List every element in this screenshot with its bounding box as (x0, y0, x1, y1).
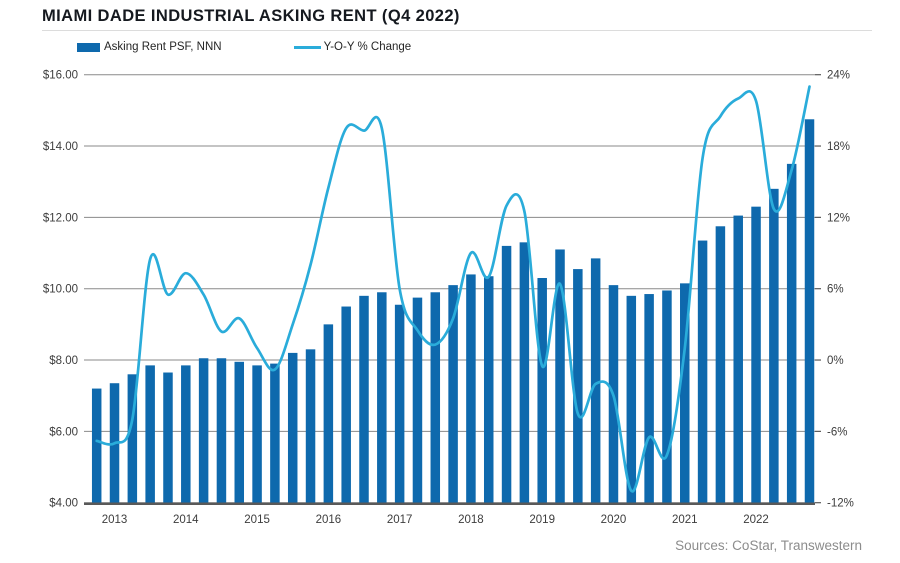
legend: Asking Rent PSF, NNN Y-O-Y % Change (77, 41, 411, 53)
right-axis-label: 12% (827, 212, 850, 224)
rent-bar (644, 294, 654, 503)
rent-bar (804, 119, 815, 503)
right-axis-label: 0% (827, 355, 844, 367)
rent-bar (252, 365, 262, 503)
rent-bar (733, 215, 743, 503)
rent-bar (234, 361, 245, 503)
rent-bar (448, 285, 458, 503)
rent-bar (359, 295, 369, 503)
rent-bar (412, 297, 423, 503)
right-axis-label: -12% (827, 498, 854, 510)
left-axis-label: $12.00 (43, 212, 78, 224)
yoy-change-line (95, 85, 811, 493)
right-axis-label: 6% (827, 284, 844, 296)
sources-note: Sources: CoStar, Transwestern (675, 538, 862, 553)
left-axis-label: $4.00 (49, 498, 78, 510)
rent-bar (519, 242, 530, 503)
rent-bar (127, 374, 138, 503)
right-axis-label: 24% (827, 70, 850, 82)
rent-bar (163, 372, 173, 503)
rent-bar (394, 304, 405, 503)
rent-bar (466, 274, 476, 503)
rent-bar (377, 292, 387, 503)
x-axis-year-label: 2014 (173, 514, 199, 526)
legend-item-yoy-change[interactable]: Y-O-Y % Change (293, 41, 412, 53)
rent-bar (501, 245, 512, 503)
rent-bar (323, 324, 334, 503)
rent-bar (537, 278, 547, 503)
x-axis-year-label: 2021 (672, 514, 698, 526)
rent-bar (626, 295, 637, 503)
left-axis-label: $16.00 (43, 70, 78, 82)
rent-bar (786, 163, 797, 503)
rent-bar (680, 283, 690, 503)
right-axis-label: -6% (827, 426, 847, 438)
legend-line-label: Y-O-Y % Change (323, 41, 412, 53)
rent-bar (270, 363, 280, 503)
rent-bar (198, 358, 209, 503)
left-axis-label: $8.00 (49, 355, 78, 367)
x-axis-year-label: 2019 (529, 514, 555, 526)
rent-bar (715, 226, 726, 503)
legend-item-asking-rent[interactable]: Asking Rent PSF, NNN (77, 41, 222, 53)
rent-bar (430, 292, 441, 503)
rent-bar (287, 352, 298, 503)
left-axis-label: $10.00 (43, 284, 78, 296)
title-divider (42, 30, 872, 31)
x-axis-year-label: 2015 (244, 514, 270, 526)
x-axis-year-label: 2013 (102, 514, 128, 526)
legend-bar-swatch-icon (77, 42, 100, 52)
rent-bar (697, 240, 708, 503)
rent-bar (555, 249, 565, 503)
rent-bar (216, 358, 227, 503)
rent-bar (769, 188, 779, 503)
rent-bar (590, 258, 601, 503)
rent-bar (751, 206, 761, 503)
rent-bar (305, 349, 316, 503)
x-axis-year-label: 2022 (743, 514, 769, 526)
rent-bar (145, 365, 155, 503)
rent-bar (181, 365, 191, 503)
left-axis-label: $14.00 (43, 141, 78, 153)
rent-bar (91, 388, 102, 503)
x-axis-year-label: 2020 (601, 514, 627, 526)
left-axis-label: $6.00 (49, 426, 78, 438)
page-title: MIAMI DADE INDUSTRIAL ASKING RENT (Q4 20… (42, 7, 460, 25)
x-axis-year-label: 2018 (458, 514, 484, 526)
x-axis-year-label: 2017 (387, 514, 413, 526)
x-axis-year-label: 2016 (316, 514, 342, 526)
rent-bar (662, 290, 672, 503)
legend-bar-label: Asking Rent PSF, NNN (104, 41, 222, 53)
rent-bar (483, 276, 494, 503)
rent-bar (573, 269, 583, 503)
rent-bar (341, 306, 351, 503)
right-axis-label: 18% (827, 141, 850, 153)
legend-line-swatch-icon (293, 45, 321, 49)
